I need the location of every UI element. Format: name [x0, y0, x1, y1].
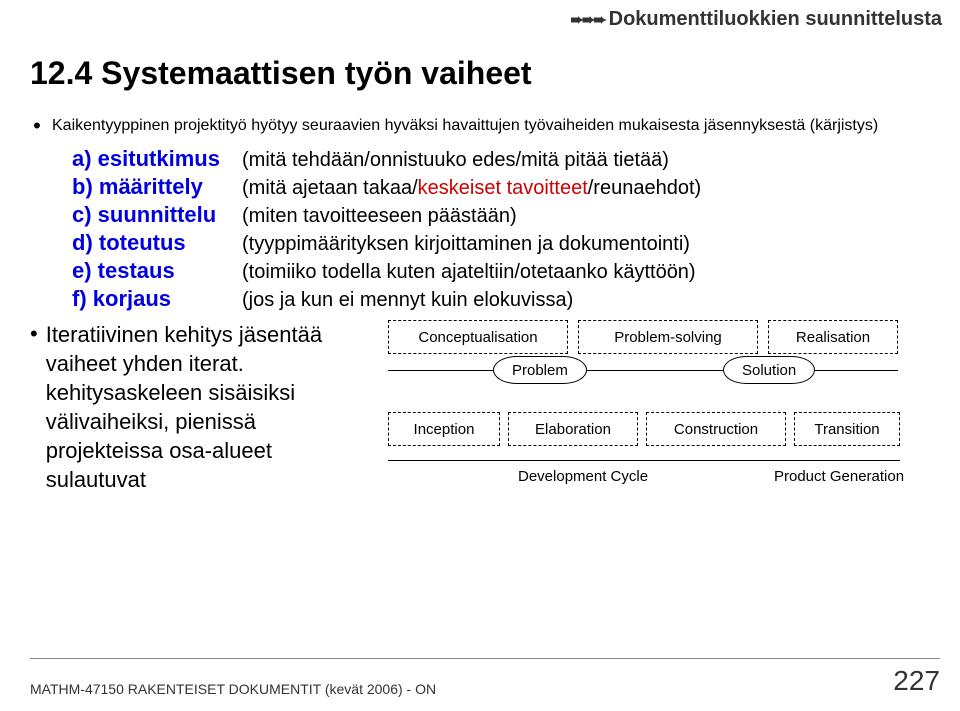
phase-label: f) korjaus — [72, 286, 242, 312]
phase-desc-text: (mitä tehdään/onnistuuko edes/mitä pitää… — [242, 149, 669, 171]
diagram-box: Inception — [388, 412, 500, 446]
phase-row: c) suunnittelu (miten tavoitteeseen pääs… — [72, 202, 940, 228]
phase-desc-text: (mitä ajetaan takaa/ — [242, 177, 418, 199]
phase-desc: (mitä ajetaan takaa/keskeiset tavoitteet… — [242, 177, 701, 200]
footer-page-number: 227 — [893, 665, 940, 697]
phase-desc-text: (tyyppimäärityksen kirjoittaminen ja dok… — [242, 233, 690, 255]
phase-label: b) määrittely — [72, 174, 242, 200]
phase-row: e) testaus (toimiiko todella kuten ajate… — [72, 258, 940, 284]
iterative-text: Iteratiivinen kehitys jäsentää vaiheet y… — [46, 320, 370, 494]
process-diagram: Conceptualisation Problem-solving Realis… — [388, 320, 940, 490]
diagram-caption: Development Cycle — [518, 468, 648, 485]
header-breadcrumb: ➨➨➨ Dokumenttiluokkien suunnittelusta — [570, 8, 942, 31]
diagram-connector — [388, 370, 898, 371]
phase-row: d) toteutus (tyyppimäärityksen kirjoitta… — [72, 230, 940, 256]
footer-course: MATHM-47150 RAKENTEISET DOKUMENTIT (kevä… — [30, 681, 436, 697]
phase-desc-text: /reunaehdot) — [588, 177, 701, 199]
phase-row: b) määrittely (mitä ajetaan takaa/keskei… — [72, 174, 940, 200]
lower-section: • Iteratiivinen kehitys jäsentää vaiheet… — [30, 320, 940, 494]
content-area: • Kaikentyyppinen projektityö hyötyy seu… — [30, 112, 940, 494]
diagram-box: Conceptualisation — [388, 320, 568, 354]
diagram-box: Elaboration — [508, 412, 638, 446]
phase-label: e) testaus — [72, 258, 242, 284]
phase-label: a) esitutkimus — [72, 146, 242, 172]
diagram-box: Transition — [794, 412, 900, 446]
arrow-icon: ➨➨➨ — [570, 10, 604, 30]
phase-label: d) toteutus — [72, 230, 242, 256]
footer: MATHM-47150 RAKENTEISET DOKUMENTIT (kevä… — [30, 658, 940, 697]
diagram-box: Construction — [646, 412, 786, 446]
bullet-icon: • — [30, 112, 44, 140]
page-title: 12.4 Systemaattisen työn vaiheet — [30, 55, 532, 92]
phase-desc-text: (jos ja kun ei mennyt kuin elokuvissa) — [242, 289, 573, 311]
phase-label: c) suunnittelu — [72, 202, 242, 228]
phase-desc: (tyyppimäärityksen kirjoittaminen ja dok… — [242, 233, 690, 256]
diagram-oval: Problem — [493, 356, 587, 384]
intro-block: • Kaikentyyppinen projektityö hyötyy seu… — [30, 112, 940, 140]
diagram-oval: Solution — [723, 356, 815, 384]
phase-desc-text: (miten tavoitteeseen päästään) — [242, 205, 517, 227]
diagram-box: Problem-solving — [578, 320, 758, 354]
phase-keyword: keskeiset tavoitteet — [418, 177, 588, 199]
phase-desc: (toimiiko todella kuten ajateltiin/oteta… — [242, 261, 696, 284]
bullet-icon: • — [30, 320, 38, 494]
diagram-caption: Product Generation — [774, 468, 904, 485]
phase-desc: (jos ja kun ei mennyt kuin elokuvissa) — [242, 289, 573, 312]
iterative-block: • Iteratiivinen kehitys jäsentää vaiheet… — [30, 320, 370, 494]
phase-row: a) esitutkimus (mitä tehdään/onnistuuko … — [72, 146, 940, 172]
breadcrumb-text: Dokumenttiluokkien suunnittelusta — [609, 8, 942, 31]
diagram-connector — [388, 460, 900, 461]
phase-desc: (mitä tehdään/onnistuuko edes/mitä pitää… — [242, 149, 669, 172]
phase-desc: (miten tavoitteeseen päästään) — [242, 205, 517, 228]
phase-list: a) esitutkimus (mitä tehdään/onnistuuko … — [72, 146, 940, 312]
diagram-box: Realisation — [768, 320, 898, 354]
phase-row: f) korjaus (jos ja kun ei mennyt kuin el… — [72, 286, 940, 312]
phase-desc-text: (toimiiko todella kuten ajateltiin/oteta… — [242, 261, 696, 283]
intro-text: Kaikentyyppinen projektityö hyötyy seura… — [52, 112, 878, 140]
